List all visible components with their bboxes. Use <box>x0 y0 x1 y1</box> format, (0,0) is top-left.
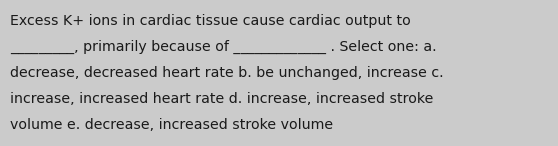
Text: Excess K+ ions in cardiac tissue cause cardiac output to: Excess K+ ions in cardiac tissue cause c… <box>10 14 411 28</box>
Text: _________, primarily because of _____________ . Select one: a.: _________, primarily because of ________… <box>10 40 436 54</box>
Text: increase, increased heart rate d. increase, increased stroke: increase, increased heart rate d. increa… <box>10 92 434 106</box>
Text: decrease, decreased heart rate b. be unchanged, increase c.: decrease, decreased heart rate b. be unc… <box>10 66 444 80</box>
Text: volume e. decrease, increased stroke volume: volume e. decrease, increased stroke vol… <box>10 118 333 132</box>
